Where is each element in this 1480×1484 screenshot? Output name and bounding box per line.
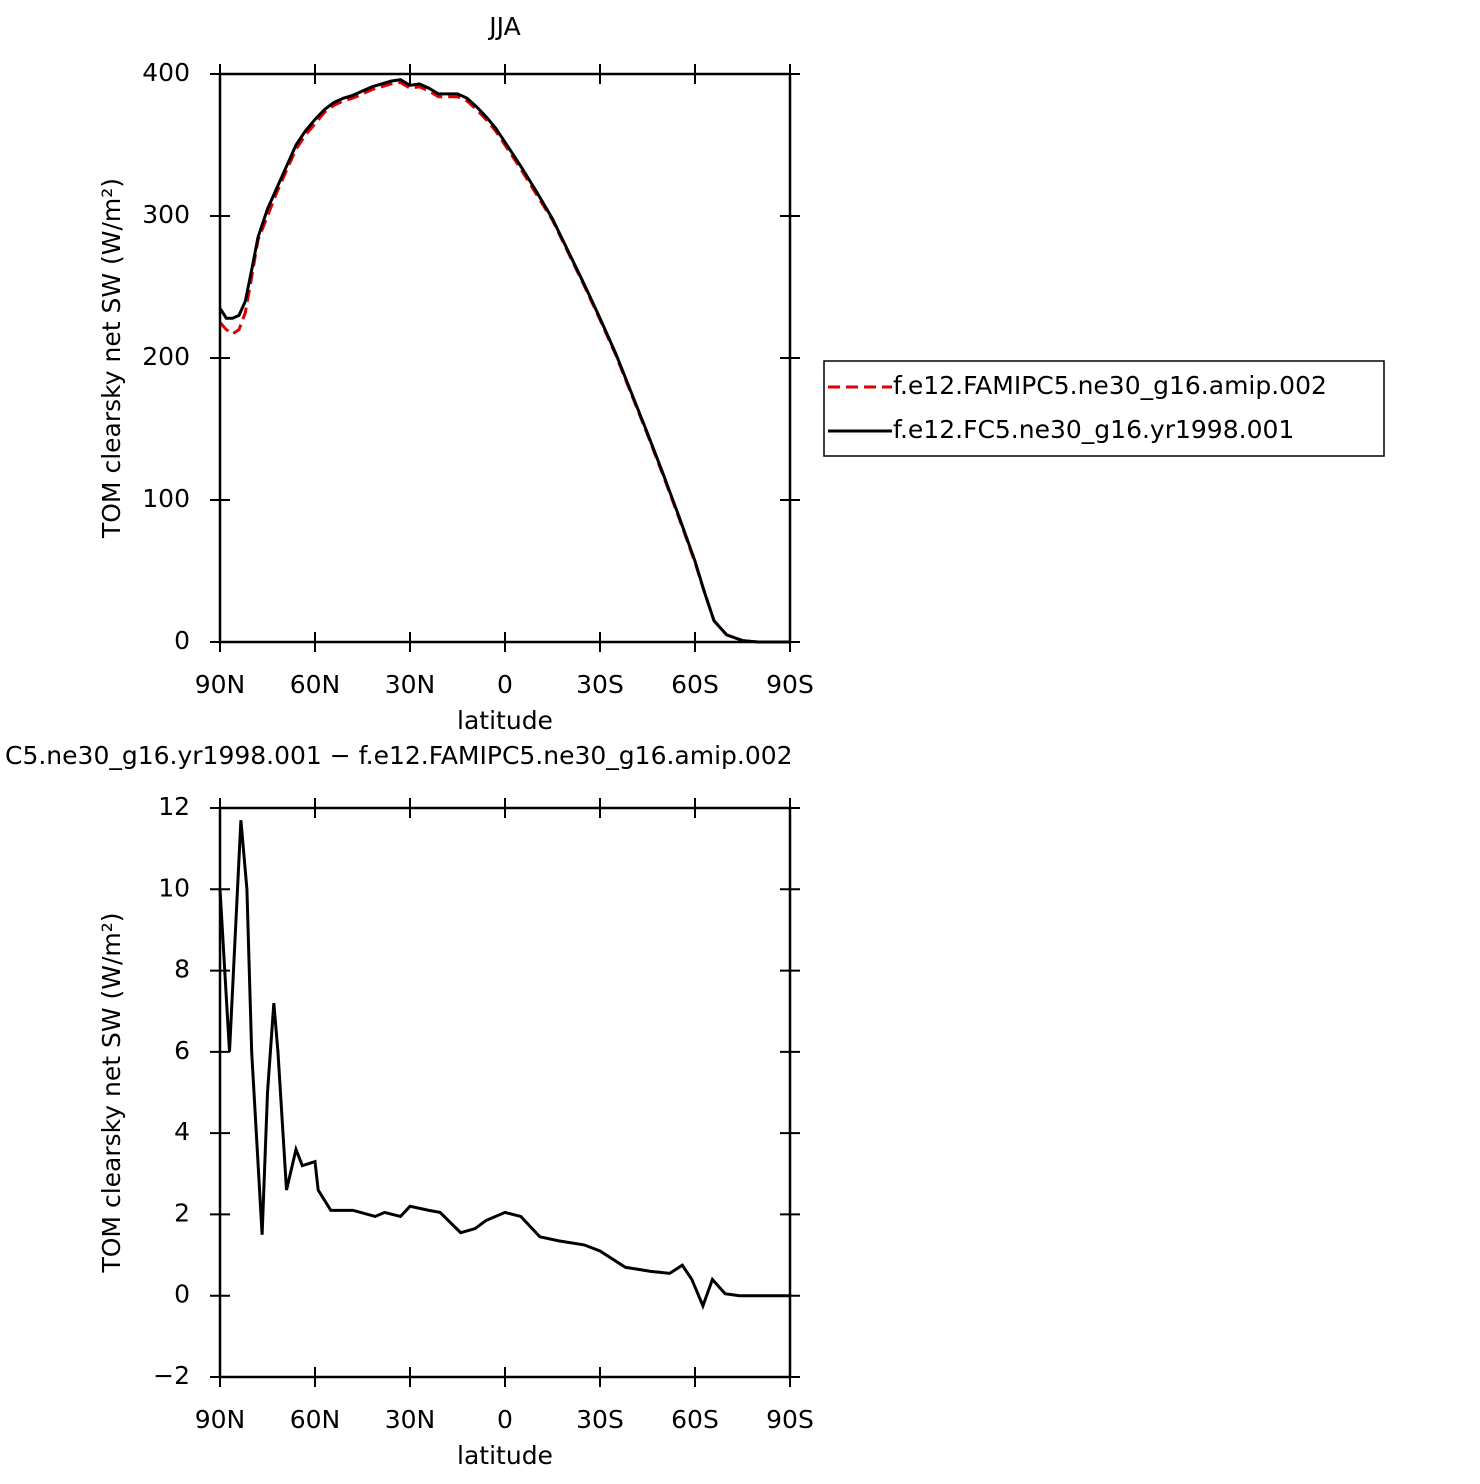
legend-label: f.e12.FC5.ne30_g16.yr1998.001 xyxy=(893,415,1294,444)
x-tick-label: 30S xyxy=(576,1405,624,1434)
x-tick-label: 90N xyxy=(195,1405,246,1434)
y-tick-label: −2 xyxy=(153,1361,190,1390)
y-tick-label: 8 xyxy=(174,955,190,984)
x-tick-label: 30S xyxy=(576,670,624,699)
x-tick-label: 30N xyxy=(385,1405,436,1434)
y-axis-label: TOM clearsky net SW (W/m²) xyxy=(97,912,126,1273)
y-tick-label: 2 xyxy=(174,1198,190,1227)
data-line xyxy=(218,80,790,644)
x-tick-label: 60N xyxy=(290,670,341,699)
y-tick-label: 12 xyxy=(158,792,190,821)
x-axis-label: latitude xyxy=(457,706,553,735)
legend-box xyxy=(823,360,1385,457)
y-tick-label: 0 xyxy=(174,1280,190,1309)
y-tick-label: 10 xyxy=(158,873,190,902)
y-tick-label: 4 xyxy=(174,1117,190,1146)
x-tick-label: 60N xyxy=(290,1405,341,1434)
x-tick-label: 90N xyxy=(195,670,246,699)
y-tick-label: 6 xyxy=(174,1036,190,1065)
y-tick-label: 0 xyxy=(174,626,190,655)
y-tick-label: 100 xyxy=(142,484,190,513)
x-tick-label: 30N xyxy=(385,670,436,699)
chart-title: C5.ne30_g16.yr1998.001 − f.e12.FAMIPC5.n… xyxy=(5,741,793,770)
y-tick-label: 300 xyxy=(142,200,190,229)
data-line xyxy=(218,820,790,1311)
x-tick-label: 0 xyxy=(497,1405,513,1434)
legend-label: f.e12.FAMIPC5.ne30_g16.amip.002 xyxy=(893,371,1327,400)
x-axis-label: latitude xyxy=(457,1441,553,1470)
plot-frame xyxy=(218,72,792,644)
y-tick-label: 200 xyxy=(142,342,190,371)
x-tick-label: 90S xyxy=(766,1405,814,1434)
plot-frame xyxy=(218,806,792,1379)
x-tick-label: 60S xyxy=(671,1405,719,1434)
chart-title: JJA xyxy=(487,12,520,41)
x-tick-label: 60S xyxy=(671,670,719,699)
x-tick-label: 90S xyxy=(766,670,814,699)
y-axis-label: TOM clearsky net SW (W/m²) xyxy=(97,178,126,539)
y-tick-label: 400 xyxy=(142,58,190,87)
x-tick-label: 0 xyxy=(497,670,513,699)
data-line xyxy=(218,78,790,644)
